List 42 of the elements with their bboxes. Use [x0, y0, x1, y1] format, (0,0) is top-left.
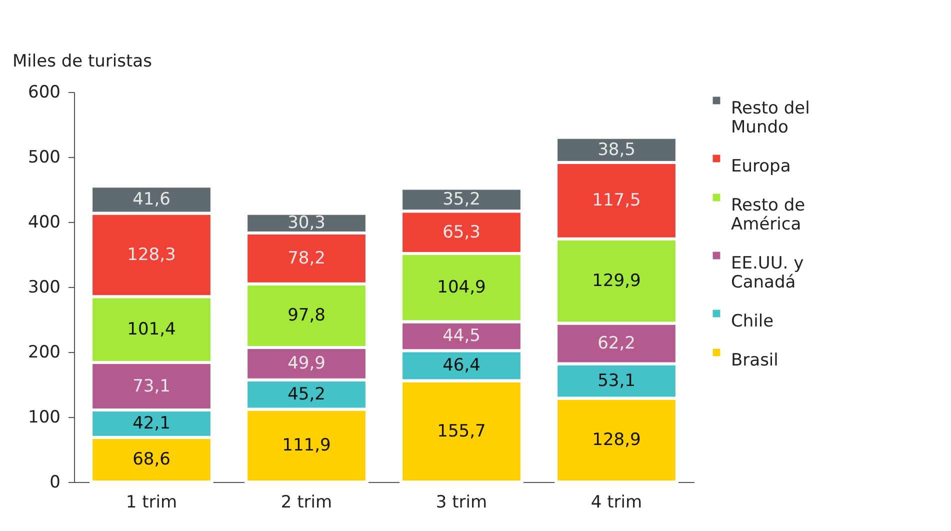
data-label: 65,3: [442, 222, 480, 242]
data-label: 62,2: [598, 333, 636, 354]
y-tick-label: 400: [28, 212, 60, 232]
legend-label: Resto del Mundo: [731, 98, 810, 138]
y-tick-label: 600: [28, 82, 60, 102]
data-label: 97,8: [288, 306, 326, 326]
data-label: 78,2: [288, 248, 326, 268]
data-label: 45,2: [288, 384, 326, 405]
data-label: 46,4: [442, 356, 480, 376]
y-axis-title: Miles de turistas: [12, 52, 152, 72]
legend-label: EE.UU. y Canadá: [731, 254, 804, 292]
data-label: 128,9: [592, 430, 641, 450]
x-tick-label: 1 trim: [126, 492, 178, 512]
data-label: 41,6: [132, 190, 170, 210]
legend-label: Brasil: [731, 350, 778, 370]
data-label: 38,5: [598, 140, 636, 160]
x-tick-label: 3 trim: [436, 492, 488, 512]
data-label: 42,1: [132, 414, 170, 434]
legend-label: Resto de América: [731, 196, 806, 234]
x-tick-label: 4 trim: [590, 492, 642, 512]
data-label: 117,5: [592, 190, 641, 211]
data-label: 101,4: [127, 320, 176, 340]
data-label: 104,9: [437, 278, 486, 298]
y-tick-label: 500: [28, 148, 60, 168]
x-tick-label: 2 trim: [280, 492, 332, 512]
y-tick-label: 300: [28, 278, 60, 298]
data-label: 73,1: [132, 376, 170, 396]
legend-label: Chile: [731, 312, 774, 332]
y-tick-label: 0: [50, 472, 60, 492]
y-tick-label: 100: [28, 408, 60, 428]
data-label: 53,1: [598, 370, 636, 391]
data-label: 49,9: [288, 354, 326, 374]
data-label: 129,9: [592, 271, 641, 292]
data-label: 68,6: [132, 450, 170, 470]
data-label: 128,3: [127, 244, 176, 265]
data-label: 30,3: [288, 213, 326, 234]
y-tick-label: 200: [28, 342, 60, 362]
data-label: 155,7: [437, 421, 486, 442]
data-label: 111,9: [282, 436, 331, 456]
legend-label: Europa: [731, 156, 791, 176]
data-label: 44,5: [442, 326, 480, 346]
data-label: 35,2: [442, 190, 480, 210]
